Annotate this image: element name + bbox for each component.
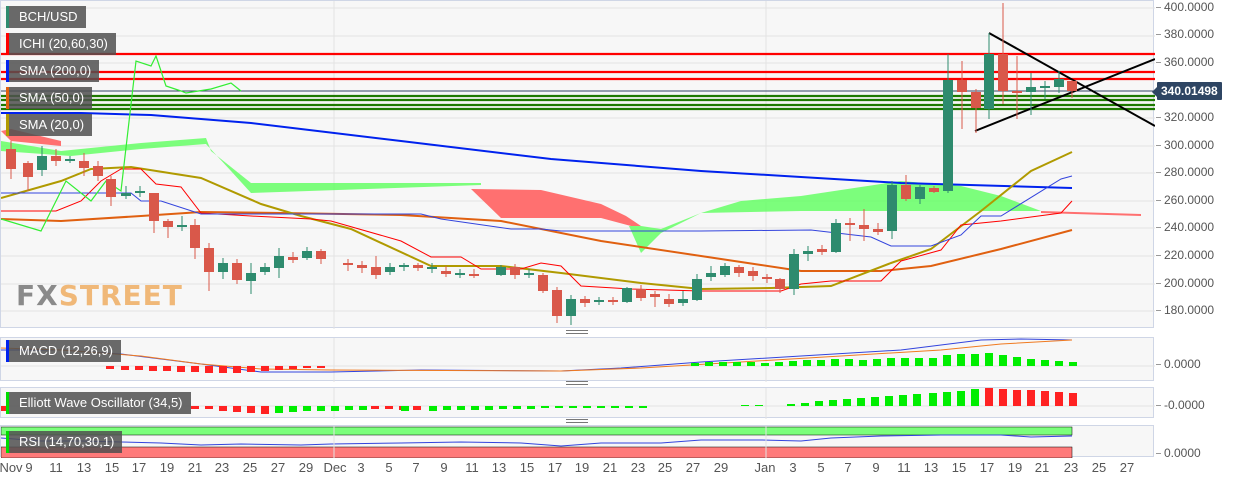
legend-sma20[interactable]: SMA (20,0) — [6, 114, 93, 136]
legend-ichimoku[interactable]: ICHI (20,60,30) — [6, 33, 116, 55]
macd-svg — [1, 338, 1155, 382]
main-chart-panel[interactable]: FXSTREET BCH/USD ICHI (20,60,30) SMA (20… — [0, 0, 1155, 329]
legend-sma200[interactable]: SMA (200,0) — [6, 60, 100, 82]
x-axis: Nov 9 11 13 15 17 19 21 23 25 27 29 Dec … — [0, 460, 1135, 475]
ewo-panel[interactable]: Elliott Wave Oscillator (34,5) — [0, 387, 1155, 419]
fxstreet-watermark: FXSTREET — [16, 279, 183, 312]
legend-ewo[interactable]: Elliott Wave Oscillator (34,5) — [6, 392, 191, 414]
ewo-svg — [1, 388, 1155, 419]
rsi-svg — [1, 426, 1073, 458]
main-chart-svg — [1, 1, 1155, 329]
rsi-panel[interactable]: RSI (14,70,30,1) — [0, 425, 1154, 458]
legend-macd[interactable]: MACD (12,26,9) — [6, 340, 121, 362]
legend-rsi[interactable]: RSI (14,70,30,1) — [6, 431, 123, 453]
legend-bchusd[interactable]: BCH/USD — [6, 6, 86, 28]
legend-sma50[interactable]: SMA (50,0) — [6, 87, 93, 109]
current-price-tag: 340.01498 — [1152, 82, 1222, 100]
macd-panel[interactable]: MACD (12,26,9) — [0, 337, 1155, 382]
